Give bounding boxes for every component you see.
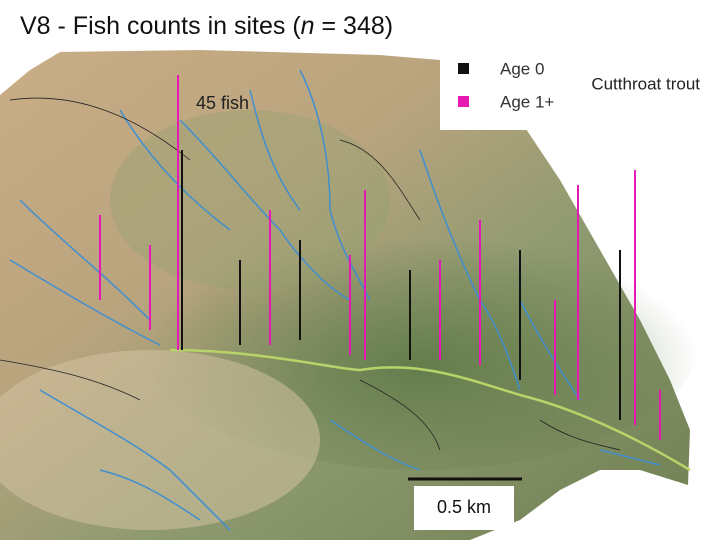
title: V8 - Fish counts in sites (n = 348) xyxy=(20,12,393,40)
title-text: V8 - Fish counts in sites ( xyxy=(20,12,301,40)
reference-label: 45 fish xyxy=(196,93,249,113)
title-band xyxy=(0,0,720,50)
scale-bar: 0.5 km xyxy=(408,477,522,530)
title-text: = 348) xyxy=(315,12,394,40)
title-n: n xyxy=(301,12,315,40)
legend-swatch xyxy=(458,96,469,107)
legend-swatch xyxy=(458,63,469,74)
contours xyxy=(0,97,621,451)
species-label: Cutthroat trout xyxy=(591,74,700,93)
site-spikes xyxy=(99,75,661,440)
legend-label: Age 0 xyxy=(500,59,544,78)
streams xyxy=(9,69,691,531)
terrain xyxy=(0,50,700,540)
scale-label: 0.5 km xyxy=(437,497,491,517)
legend-label: Age 1+ xyxy=(500,92,554,111)
